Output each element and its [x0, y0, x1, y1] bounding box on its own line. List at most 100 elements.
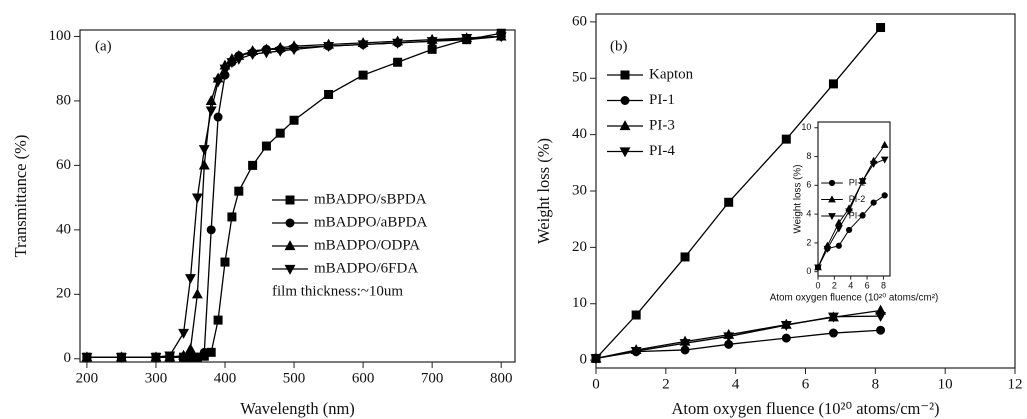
data-point — [835, 242, 842, 249]
series-line — [86, 32, 502, 358]
data-point — [869, 160, 878, 168]
legend-label: mBADPO/ODPA — [314, 237, 420, 253]
data-point — [324, 89, 334, 99]
y-tick-label: 100 — [49, 28, 72, 44]
data-point — [191, 288, 203, 299]
y-tick-label: 0 — [806, 266, 811, 276]
y-axis-title: Transmittance (%) — [11, 135, 30, 258]
data-point — [213, 112, 223, 122]
legend-label: PI-3 — [849, 210, 866, 220]
legend-marker — [619, 120, 631, 131]
data-point — [835, 225, 843, 233]
data-point — [631, 310, 641, 320]
data-point — [213, 315, 223, 325]
x-tick-label: 200 — [76, 371, 99, 387]
y-tick-label: 4 — [806, 208, 811, 218]
data-point — [248, 160, 258, 170]
data-point — [358, 70, 368, 80]
data-point — [828, 79, 838, 89]
data-point — [275, 128, 285, 138]
data-point — [780, 321, 792, 332]
data-point — [876, 23, 886, 33]
x-tick-label: 700 — [421, 371, 444, 387]
data-point — [876, 325, 886, 335]
data-point — [274, 46, 286, 57]
y-tick-label: 0 — [64, 350, 72, 366]
data-point — [178, 328, 190, 339]
y-tick-label: 40 — [56, 221, 71, 237]
x-tick-label: 2 — [832, 281, 837, 291]
x-tick-label: 0 — [815, 281, 820, 291]
data-point — [781, 134, 791, 144]
legend-marker — [620, 70, 630, 80]
data-point — [859, 212, 866, 219]
data-point — [827, 312, 839, 323]
data-point — [392, 38, 404, 49]
data-point — [219, 64, 231, 75]
plot-frame — [817, 121, 891, 277]
data-point — [233, 54, 245, 65]
panel-label: (b) — [610, 38, 628, 54]
legend-marker — [285, 195, 295, 205]
data-point — [212, 77, 224, 88]
data-point — [835, 218, 843, 226]
x-tick-label: 300 — [145, 371, 168, 387]
legend-marker — [284, 240, 296, 251]
data-point — [164, 351, 176, 362]
y-axis-title: Weight loss (%) — [534, 138, 553, 244]
data-point — [630, 346, 642, 357]
y-tick-label: 60 — [56, 157, 71, 173]
x-tick-label: 10 — [938, 377, 953, 393]
data-point — [234, 186, 244, 196]
x-tick-label: 6 — [865, 281, 870, 291]
y-tick-label: 20 — [572, 239, 587, 255]
legend-marker — [285, 218, 295, 228]
data-point — [150, 353, 162, 364]
data-point — [178, 349, 190, 360]
x-tick-label: 8 — [872, 377, 880, 393]
x-tick-label: 400 — [214, 371, 237, 387]
data-point — [192, 352, 202, 362]
data-point — [880, 156, 889, 164]
legend-marker — [828, 195, 836, 203]
data-point — [115, 353, 127, 364]
data-point — [461, 33, 473, 44]
legend-label: PI-4 — [649, 143, 675, 159]
legend-marker — [619, 147, 631, 158]
data-point — [226, 58, 238, 69]
x-tick-label: 0 — [592, 377, 600, 393]
data-point — [781, 333, 791, 343]
data-point — [191, 193, 203, 204]
panel-label: (a) — [95, 38, 112, 54]
data-point — [426, 37, 438, 48]
data-point — [845, 208, 853, 216]
x-tick-label: 6 — [802, 377, 810, 393]
data-point — [881, 192, 888, 199]
data-point — [81, 353, 93, 364]
data-point — [227, 212, 237, 222]
data-point — [260, 48, 272, 59]
y-axis-title: Weight loss (%) — [793, 165, 804, 234]
data-point — [880, 140, 889, 148]
legend-label: mBADPO/sBPDA — [314, 191, 427, 207]
y-tick-label: 80 — [56, 92, 71, 108]
legend-marker — [284, 264, 296, 275]
data-point — [828, 328, 838, 338]
legend-label: PI-1 — [849, 177, 866, 187]
annotation: film thickness:~10um — [272, 283, 403, 299]
data-point — [185, 343, 196, 354]
y-tick-label: 0 — [580, 352, 588, 368]
data-point — [357, 40, 369, 51]
legend-marker — [828, 213, 836, 221]
data-point — [261, 141, 271, 151]
data-point — [870, 199, 877, 206]
x-axis-title: Atom oxygen fluence (10²⁰ atoms/cm⁻²) — [671, 399, 939, 418]
y-tick-label: 8 — [806, 151, 811, 161]
y-tick-label: 20 — [56, 286, 71, 302]
y-tick-label: 10 — [801, 122, 811, 132]
x-tick-label: 12 — [1008, 377, 1023, 393]
data-point — [289, 115, 299, 125]
data-point — [323, 42, 335, 52]
data-point — [185, 274, 196, 285]
